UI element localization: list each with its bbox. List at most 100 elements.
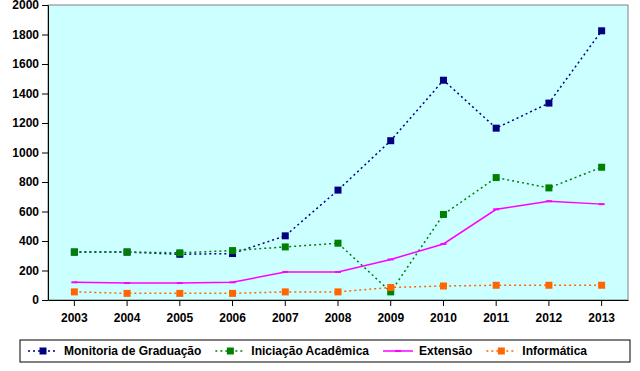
y-tick-label: 0	[32, 293, 39, 307]
y-tick-label: 600	[19, 205, 39, 219]
y-tick-mark	[42, 5, 48, 6]
y-tick: 600	[19, 205, 48, 219]
y-tick: 1200	[12, 116, 48, 130]
y-tick-label: 200	[19, 264, 39, 278]
series-marker	[71, 281, 77, 283]
x-tick-mark	[390, 300, 391, 306]
series-marker	[440, 211, 447, 218]
series-marker	[598, 282, 605, 289]
x-tick-label: 2009	[377, 311, 404, 325]
x-tick: 2006	[219, 300, 246, 325]
y-tick-label: 1000	[12, 146, 39, 160]
x-tick-mark	[74, 300, 75, 306]
y-tick-label: 1200	[12, 116, 39, 130]
x-tick-label: 2013	[588, 311, 615, 325]
y-axis-line	[48, 6, 49, 301]
series-marker	[71, 249, 78, 256]
plot-marks	[71, 27, 605, 297]
series-marker	[493, 174, 500, 181]
y-tick-mark	[42, 212, 48, 213]
x-tick-mark	[496, 300, 497, 306]
legend-marker	[395, 350, 401, 352]
x-tick: 2008	[325, 300, 352, 325]
series-marker	[71, 249, 78, 256]
series-marker	[545, 100, 552, 107]
y-tick-mark	[42, 241, 48, 242]
series-marker	[282, 232, 289, 239]
y-tick-label: 1400	[12, 87, 39, 101]
series-marker	[599, 203, 605, 205]
legend-marker	[498, 348, 505, 355]
series-marker	[387, 284, 394, 291]
x-tick: 2003	[61, 300, 88, 325]
x-tick-label: 2011	[483, 311, 509, 325]
x-tick-mark	[232, 300, 233, 306]
x-tick: 2005	[166, 300, 193, 325]
x-tick-mark	[443, 300, 444, 306]
series-marker	[124, 290, 131, 297]
y-tick-mark	[42, 271, 48, 272]
x-tick: 2012	[536, 300, 563, 325]
legend-marker	[40, 348, 47, 355]
x-tick: 2009	[377, 300, 404, 325]
y-tick: 800	[19, 175, 48, 189]
series-marker	[598, 27, 605, 34]
chart: 0 200 400 600 800 1000 1200 1400 1600 1800 2000 200…	[0, 0, 640, 371]
series-line	[74, 31, 601, 254]
series-line	[74, 167, 601, 292]
x-tick-mark	[601, 300, 602, 306]
series-marker	[493, 125, 500, 132]
x-axis: 2003200420052006200720082009201020112012…	[49, 300, 629, 325]
legend-label: Extensão	[419, 344, 472, 358]
y-tick-mark	[42, 94, 48, 95]
y-tick: 1800	[12, 28, 48, 42]
series-line	[74, 201, 601, 283]
series-marker	[546, 200, 552, 202]
x-tick: 2010	[430, 300, 457, 325]
series-marker	[71, 288, 78, 295]
series-marker	[545, 282, 552, 289]
y-tick: 1000	[12, 146, 48, 160]
x-tick-label: 2008	[325, 311, 352, 325]
series-marker	[282, 243, 289, 250]
series-marker	[335, 271, 341, 273]
x-tick-label: 2007	[272, 311, 299, 325]
x-tick-label: 2005	[166, 311, 193, 325]
y-tick: 200	[19, 264, 48, 278]
x-tick-label: 2012	[536, 311, 563, 325]
x-tick-mark	[285, 300, 286, 306]
series-marker	[440, 243, 446, 245]
x-tick-mark	[179, 300, 180, 306]
series-marker	[124, 282, 130, 284]
series-marker	[335, 187, 342, 194]
series-marker	[124, 249, 131, 256]
series-marker	[176, 290, 183, 297]
x-tick-mark	[338, 300, 339, 306]
series-marker	[177, 282, 183, 284]
x-tick-label: 2010	[430, 311, 457, 325]
y-tick-mark	[42, 153, 48, 154]
x-tick-label: 2003	[61, 311, 88, 325]
y-tick: 1600	[12, 57, 48, 71]
y-tick: 1400	[12, 87, 48, 101]
legend-box	[20, 340, 630, 362]
x-tick-mark	[548, 300, 549, 306]
series-marker	[176, 249, 183, 256]
plot-area	[48, 5, 628, 300]
x-tick-mark	[127, 300, 128, 306]
series-marker	[387, 137, 394, 144]
series-marker	[335, 288, 342, 295]
series-marker	[229, 247, 236, 254]
series-marker	[124, 249, 131, 256]
series-marker	[440, 282, 447, 289]
x-tick: 2013	[588, 300, 615, 325]
series-marker	[282, 271, 288, 273]
y-tick-mark	[42, 64, 48, 65]
series-marker	[493, 282, 500, 289]
series-marker	[282, 288, 289, 295]
y-tick-label: 400	[19, 234, 39, 248]
series-marker	[598, 164, 605, 171]
legend: Monitoria de GraduaçãoIniciação Acadêmic…	[20, 340, 630, 362]
y-tick: 0	[32, 293, 48, 307]
y-tick-label: 2000	[12, 0, 39, 12]
